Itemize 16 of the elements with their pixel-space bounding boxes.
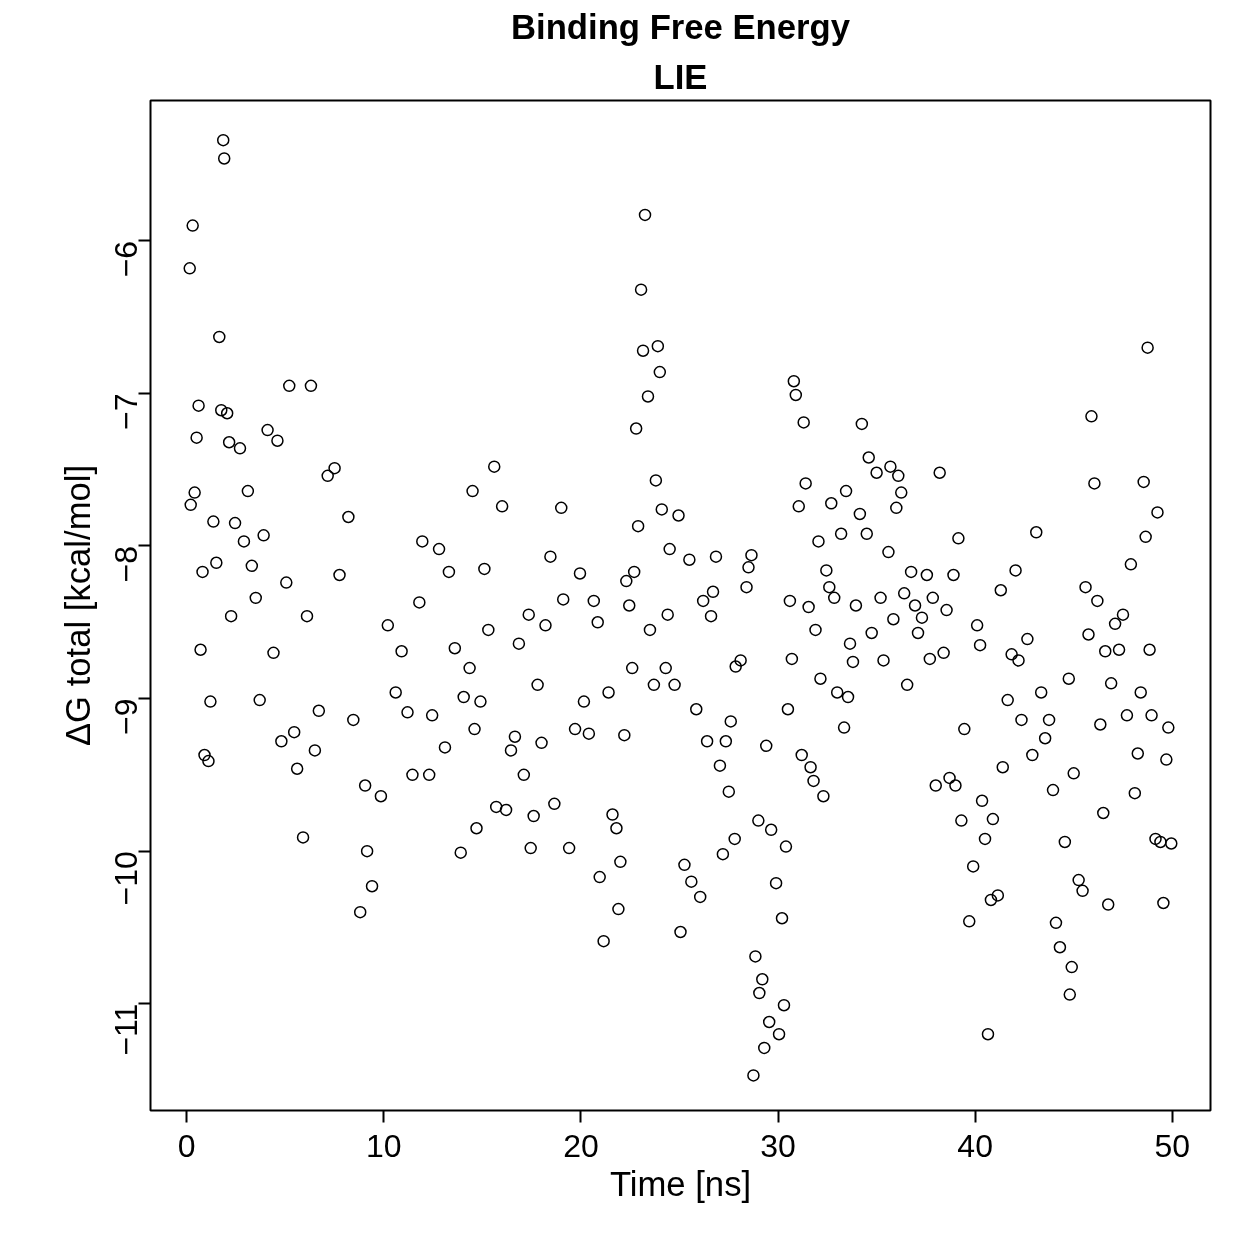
y-tick-label: −10 bbox=[108, 851, 145, 906]
chart-title: Binding Free Energy bbox=[511, 7, 851, 46]
y-tick-label: −9 bbox=[108, 698, 145, 736]
y-axis-title: ΔG total [kcal/mol] bbox=[58, 464, 97, 747]
y-tick-label: −8 bbox=[108, 546, 145, 583]
x-tick-label: 0 bbox=[177, 1127, 196, 1164]
y-tick-label: −11 bbox=[108, 1003, 145, 1056]
chart-subtitle: LIE bbox=[653, 57, 708, 96]
x-tick-label: 40 bbox=[957, 1127, 993, 1164]
y-tick-label: −7 bbox=[108, 393, 145, 430]
x-tick-label: 50 bbox=[1154, 1127, 1191, 1164]
x-tick-label: 10 bbox=[366, 1127, 402, 1164]
y-tick-label: −6 bbox=[108, 240, 145, 278]
x-tick-label: 30 bbox=[760, 1127, 796, 1164]
x-axis-title: Time [ns] bbox=[609, 1164, 752, 1203]
x-tick-label: 20 bbox=[563, 1127, 599, 1164]
